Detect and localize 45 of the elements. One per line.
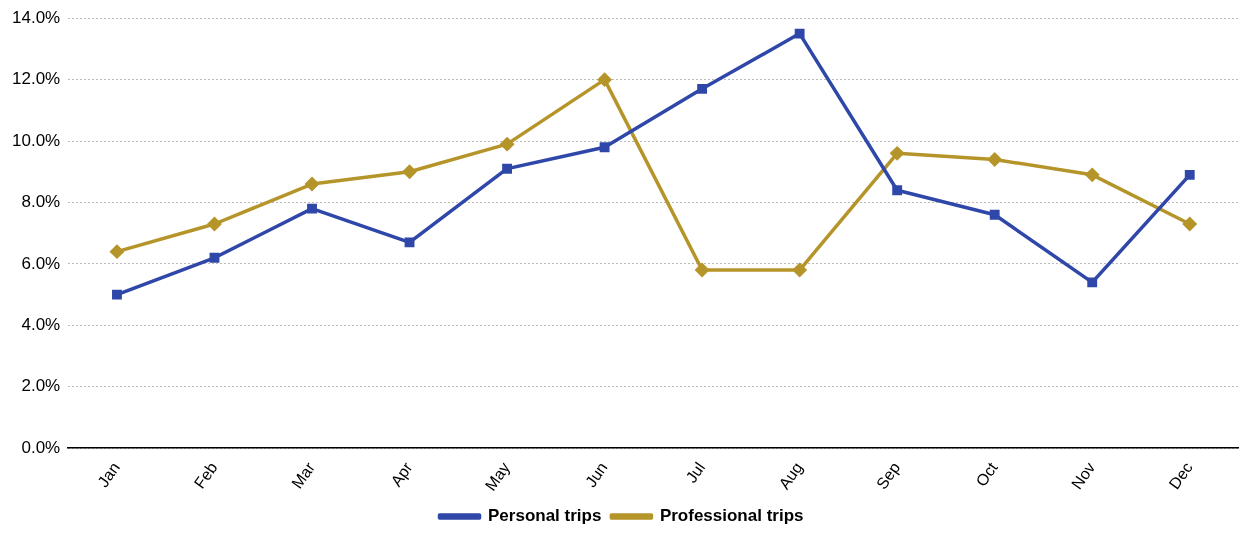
point bbox=[404, 237, 415, 248]
x-tick-label: Apr bbox=[387, 458, 416, 490]
point bbox=[209, 252, 220, 263]
x-tick-label: Sep bbox=[872, 459, 904, 493]
point bbox=[207, 217, 222, 231]
legend-label: Personal trips bbox=[488, 506, 602, 526]
point bbox=[402, 165, 417, 179]
point bbox=[307, 203, 317, 214]
y-tick-label: 2.0% bbox=[21, 376, 61, 396]
x-tick-label: Mar bbox=[288, 458, 319, 492]
x-tick-label: Oct bbox=[972, 458, 1002, 490]
point bbox=[1087, 277, 1098, 288]
x-tick-label: Nov bbox=[1068, 459, 1099, 493]
point bbox=[597, 72, 612, 87]
point bbox=[599, 142, 610, 153]
point bbox=[112, 289, 122, 300]
x-tick-label: Jan bbox=[94, 459, 124, 491]
legend-label: Professional trips bbox=[659, 506, 804, 526]
y-tick-label: 4.0% bbox=[21, 315, 61, 335]
y-tick-label: 14.0% bbox=[12, 7, 61, 27]
point bbox=[987, 152, 1002, 167]
point bbox=[1184, 169, 1195, 180]
x-tick-label: Jul bbox=[682, 459, 709, 486]
y-tick-label: 12.0% bbox=[12, 69, 61, 89]
x-tick-label: Dec bbox=[1165, 459, 1196, 493]
point bbox=[697, 83, 708, 94]
point bbox=[989, 209, 1000, 220]
point bbox=[1085, 168, 1099, 182]
point bbox=[892, 185, 903, 196]
point bbox=[500, 137, 514, 151]
x-tick-label: Jun bbox=[581, 459, 611, 491]
y-tick-label: 8.0% bbox=[21, 192, 61, 212]
point bbox=[110, 244, 124, 259]
x-tick-label: Feb bbox=[190, 459, 221, 492]
point bbox=[305, 177, 319, 191]
point bbox=[792, 263, 807, 277]
point bbox=[502, 163, 512, 174]
point bbox=[1182, 217, 1197, 231]
point bbox=[695, 263, 709, 277]
y-tick-label: 10.0% bbox=[12, 130, 61, 150]
y-tick-label: 6.0% bbox=[21, 253, 61, 273]
y-tick-label: 0.0% bbox=[21, 437, 61, 457]
point bbox=[794, 28, 805, 39]
x-tick-label: Aug bbox=[775, 459, 806, 493]
point bbox=[890, 146, 904, 161]
